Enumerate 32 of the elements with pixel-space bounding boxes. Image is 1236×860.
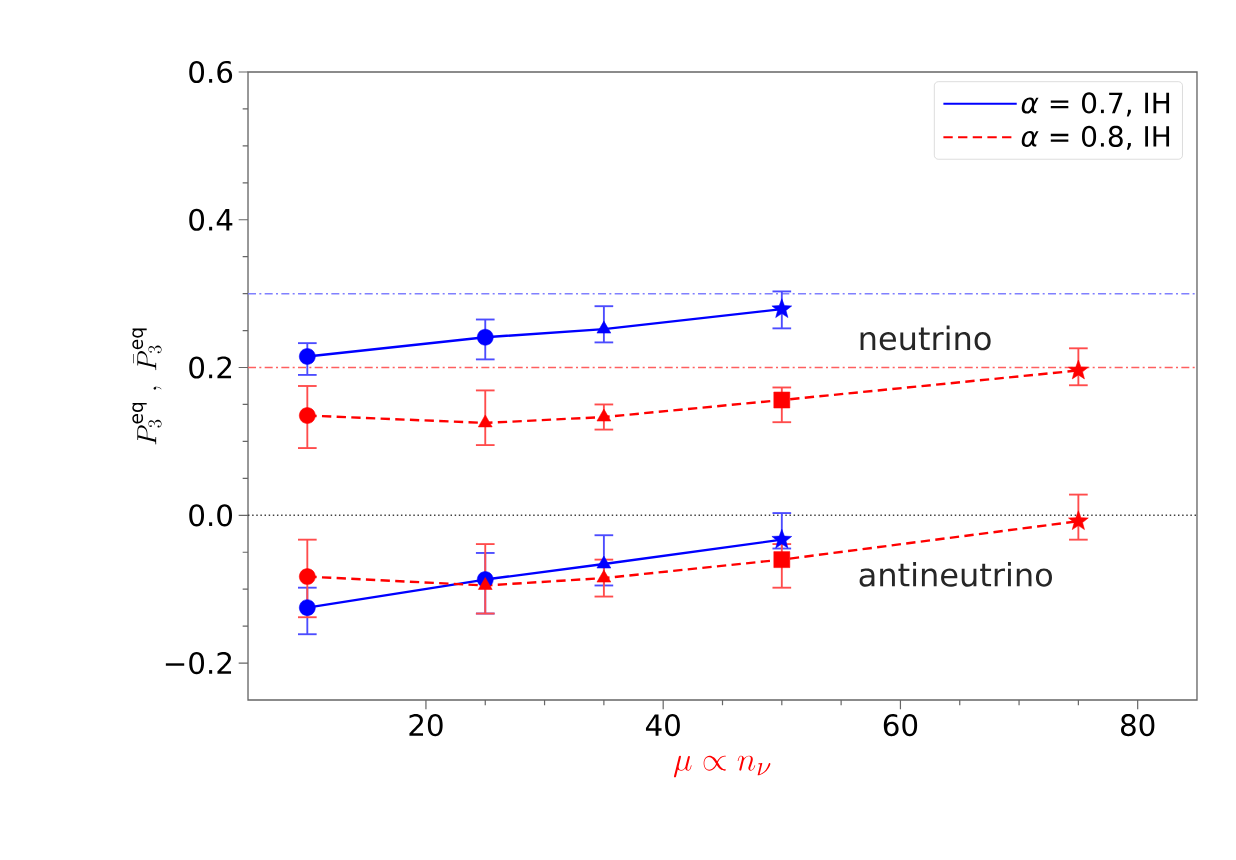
point [476,328,494,346]
x-tick-label: 20 [409,714,443,737]
point [596,320,612,334]
y-tick-label: 0.0 [189,504,233,527]
y-tick-label: 0.4 [189,208,233,231]
y-tick-label: 0.2 [189,356,232,379]
point [771,528,792,549]
point [596,408,612,422]
point [596,555,612,569]
point [478,414,493,428]
legend-label: α = 0.7, IH [1021,92,1170,117]
legend-label: α = 0.8, IH [1021,125,1170,150]
x-tick-label: 80 [1121,714,1155,737]
x-tick-label: 40 [645,714,680,737]
y-tick-label: −0.2 [165,651,232,675]
annotation: antineutrino [859,562,1052,587]
y-axis-title: $P_3^{\mathrm{eq}}\ ,\ \bar{P}_3^{\mathrm{eq}}$ [132,328,162,445]
point [773,391,791,409]
point [771,298,792,318]
point [1068,359,1089,380]
x-tick-label: 60 [883,714,918,737]
x-axis-title: $\mu \propto n_\nu$ [673,755,771,778]
y-tick-label: 0.6 [189,60,233,84]
point [299,407,316,424]
point [299,568,316,585]
point [478,577,493,590]
point [299,348,316,365]
point [1068,510,1089,530]
point [773,551,791,568]
point [299,599,316,616]
annotation: neutrino [860,325,991,351]
point [596,569,612,583]
